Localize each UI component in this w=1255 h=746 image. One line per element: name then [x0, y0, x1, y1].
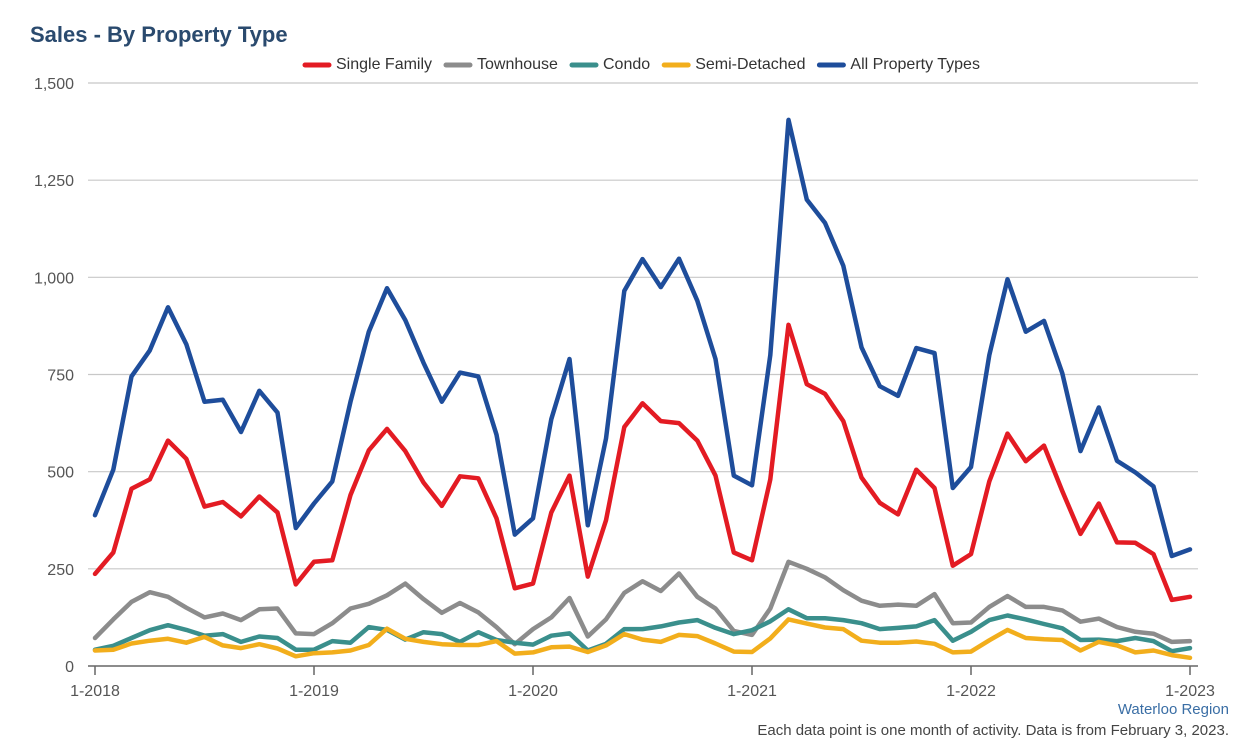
legend-item[interactable]: Semi-Detached — [661, 56, 805, 73]
x-tick-label: 1-2018 — [70, 683, 120, 700]
series-line-single-family — [92, 322, 1193, 603]
series-lines — [92, 117, 1193, 661]
x-tick-label: 1-2022 — [946, 683, 996, 700]
y-tick-label: 0 — [65, 659, 74, 676]
y-tick-label: 250 — [47, 562, 74, 579]
x-tick-label: 1-2023 — [1165, 683, 1215, 700]
legend-label: All Property Types — [850, 56, 980, 73]
y-tick-label: 1,250 — [34, 173, 74, 190]
legend-item[interactable]: Single Family — [302, 56, 432, 73]
legend-item[interactable]: Condo — [569, 56, 650, 73]
legend-item[interactable]: Townhouse — [443, 56, 558, 73]
x-tick-label: 1-2021 — [727, 683, 777, 700]
axes: 0 250 500 750 1,000 1,250 1,500 1-2018 1-2019 1-2… — [34, 76, 1215, 700]
chart-title: Sales - By Property Type — [30, 22, 288, 47]
series-line-townhouse — [92, 559, 1193, 647]
legend-label: Townhouse — [477, 56, 558, 73]
legend-label: Condo — [603, 56, 650, 73]
legend-label: Semi-Detached — [695, 56, 805, 73]
y-tick-label: 1,000 — [34, 270, 74, 287]
legend-item[interactable]: All Property Types — [816, 56, 980, 73]
y-tick-label: 1,500 — [34, 76, 74, 93]
footnote: Each data point is one month of activity… — [757, 722, 1229, 739]
series-line-condo — [92, 607, 1193, 654]
y-tick-label: 750 — [47, 368, 74, 385]
y-tick-label: 500 — [47, 465, 74, 482]
series-line-semi-detached — [92, 617, 1193, 661]
region-label: Waterloo Region — [1117, 701, 1229, 718]
legend-label: Single Family — [336, 56, 432, 73]
series-line-all-property-types — [92, 117, 1193, 559]
x-tick-label: 1-2020 — [508, 683, 558, 700]
legend: Single Family Townhouse Condo Semi-Detached… — [302, 56, 980, 73]
gridlines — [88, 82, 1198, 570]
x-tick-label: 1-2019 — [289, 683, 339, 700]
